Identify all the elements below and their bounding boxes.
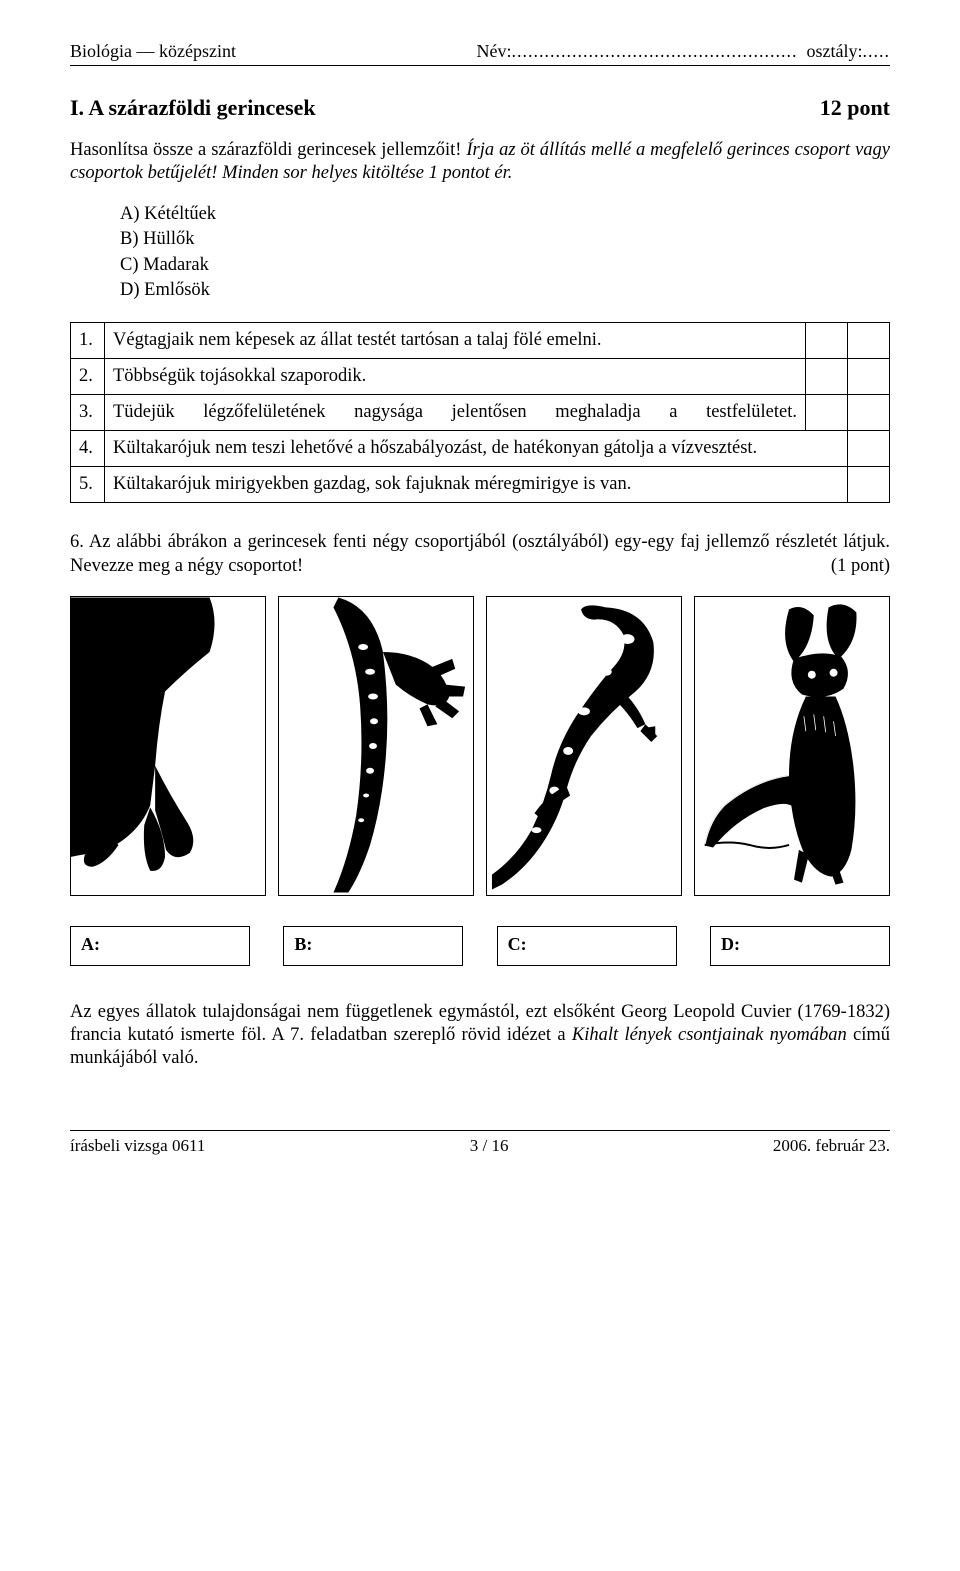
para-italic: Kihalt lények csontjainak nyomában [572,1025,847,1045]
answer-label-row: A: B: C: D: [70,926,890,966]
row-text: Tüdejük légzőfelületének nagysága jelent… [105,395,806,431]
section-points: 12 pont [820,94,890,122]
row-number: 1. [71,322,105,358]
answer-cell[interactable] [848,358,890,394]
table-row: 2. Többségük tojásokkal szaporodik. [71,358,890,394]
row-number: 5. [71,467,105,503]
illustration-bat [694,596,890,896]
name-field-block: Név:....................................… [477,40,891,63]
footer-left: írásbeli vizsga 0611 [70,1135,205,1156]
answer-cell[interactable] [848,431,890,467]
page-footer: írásbeli vizsga 0611 3 / 16 2006. februá… [70,1130,890,1156]
label-box-a[interactable]: A: [70,926,250,966]
row-number: 2. [71,358,105,394]
name-dots: ........................................… [512,41,798,61]
option-b: B) Hüllők [120,228,890,251]
option-c: C) Madarak [120,254,890,277]
answer-cell[interactable] [848,322,890,358]
section-title: I. A szárazföldi gerincesek [70,94,316,122]
reptile-icon [279,597,473,895]
cuvier-paragraph: Az egyes állatok tulajdonságai nem függe… [70,1001,890,1070]
section-title-row: I. A szárazföldi gerincesek 12 pont [70,94,890,122]
row-text: Végtagjaik nem képesek az állat testét t… [105,322,806,358]
answer-cell[interactable] [848,395,890,431]
answer-cell[interactable] [806,395,848,431]
row-text: Kültakarójuk mirigyekben gazdag, sok faj… [105,467,848,503]
label-box-b[interactable]: B: [283,926,463,966]
options-list: A) Kétéltűek B) Hüllők C) Madarak D) Eml… [120,203,890,302]
name-label: Név: [477,41,512,61]
amphibian-icon [487,597,681,895]
q6-text: 6. Az alábbi ábrákon a gerincesek fenti … [70,532,890,575]
table-row: 4. Kültakarójuk nem teszi lehetővé a hős… [71,431,890,467]
footer-center: 3 / 16 [470,1135,509,1156]
page-header: Biológia — középszint Név:..............… [70,40,890,66]
row-number: 3. [71,395,105,431]
illustration-row [70,596,890,896]
row-text: Többségük tojásokkal szaporodik. [105,358,806,394]
table-row: 3. Tüdejük légzőfelületének nagysága jel… [71,395,890,431]
label-box-c[interactable]: C: [497,926,677,966]
statements-table: 1. Végtagjaik nem képesek az állat testé… [70,322,890,504]
answer-cell[interactable] [848,467,890,503]
q6-points: (1 pont) [831,555,890,578]
illustration-amphibian [486,596,682,896]
class-label: osztály: [807,41,863,61]
bird-leg-icon [71,597,265,895]
bat-icon [695,597,889,895]
option-d: D) Emlősök [120,279,890,302]
row-number: 4. [71,431,105,467]
instructions-plain: Hasonlítsa össze a szárazföldi gerincese… [70,140,466,160]
row-text: Kültakarójuk nem teszi lehetővé a hőszab… [105,431,848,467]
footer-right: 2006. február 23. [773,1135,890,1156]
table-row: 5. Kültakarójuk mirigyekben gazdag, sok … [71,467,890,503]
answer-cell[interactable] [806,322,848,358]
class-dots: ..... [863,41,891,61]
label-box-d[interactable]: D: [710,926,890,966]
illustration-bird-leg [70,596,266,896]
instructions: Hasonlítsa össze a szárazföldi gerincese… [70,139,890,185]
answer-cell[interactable] [806,358,848,394]
option-a: A) Kétéltűek [120,203,890,226]
question-6: 6. Az alábbi ábrákon a gerincesek fenti … [70,531,890,577]
table-row: 1. Végtagjaik nem képesek az állat testé… [71,322,890,358]
subject-level: Biológia — középszint [70,40,236,63]
illustration-reptile [278,596,474,896]
